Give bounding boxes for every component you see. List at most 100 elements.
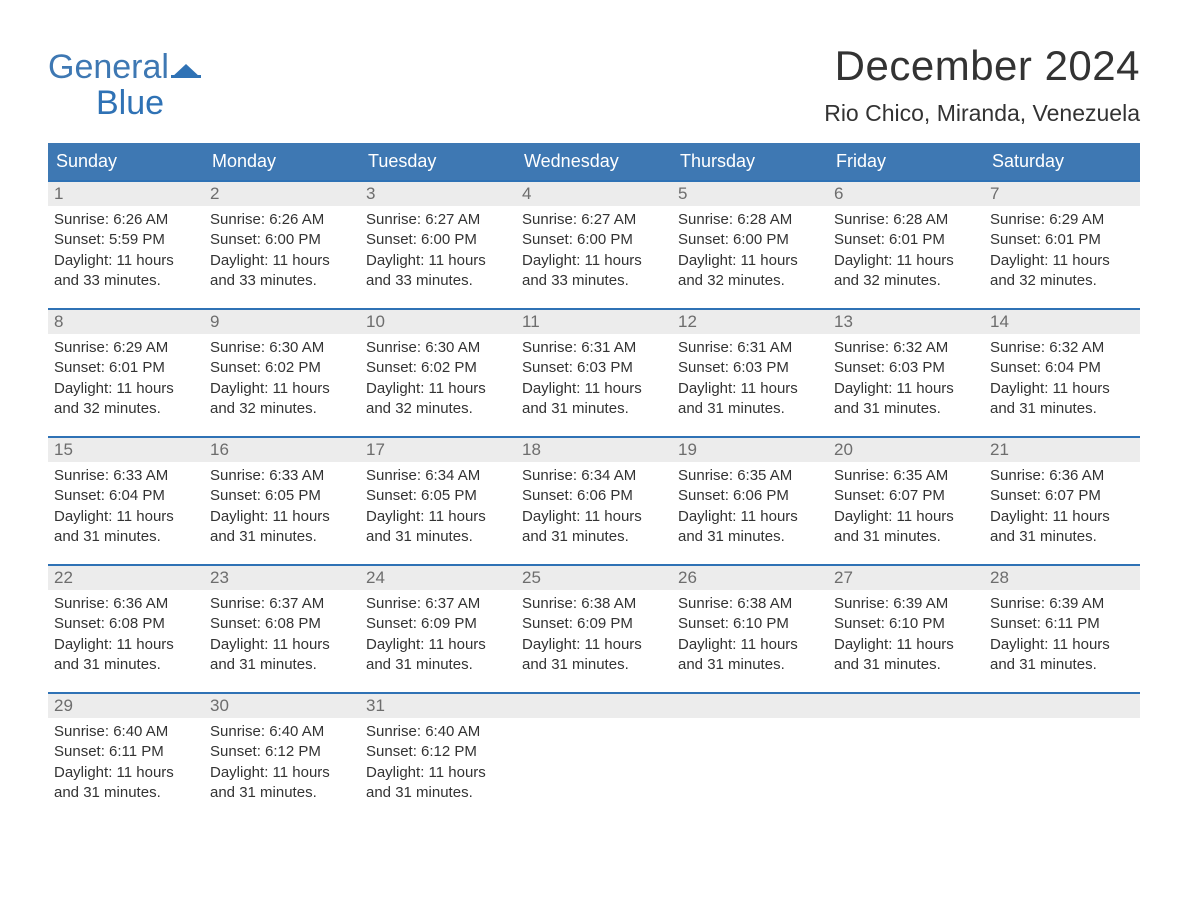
- weekday-header: Friday: [828, 143, 984, 180]
- daylight-text: Daylight: 11 hours and 33 minutes.: [522, 251, 666, 292]
- sunrise-text: Sunrise: 6:29 AM: [990, 210, 1134, 230]
- day-number: 26: [672, 566, 828, 590]
- calendar-day: 4Sunrise: 6:27 AMSunset: 6:00 PMDaylight…: [516, 180, 672, 308]
- day-number: 23: [204, 566, 360, 590]
- calendar-day: 28Sunrise: 6:39 AMSunset: 6:11 PMDayligh…: [984, 564, 1140, 692]
- day-body: Sunrise: 6:34 AMSunset: 6:06 PMDaylight:…: [516, 462, 672, 559]
- day-number: 16: [204, 438, 360, 462]
- daylight-text: Daylight: 11 hours and 33 minutes.: [54, 251, 198, 292]
- daylight-text: Daylight: 11 hours and 31 minutes.: [678, 635, 822, 676]
- daylight-text: Daylight: 11 hours and 32 minutes.: [366, 379, 510, 420]
- day-body: Sunrise: 6:37 AMSunset: 6:08 PMDaylight:…: [204, 590, 360, 687]
- day-number: 29: [48, 694, 204, 718]
- day-number-row: 11: [516, 308, 672, 334]
- calendar-day: 6Sunrise: 6:28 AMSunset: 6:01 PMDaylight…: [828, 180, 984, 308]
- calendar-day: 7Sunrise: 6:29 AMSunset: 6:01 PMDaylight…: [984, 180, 1140, 308]
- calendar-day: 14Sunrise: 6:32 AMSunset: 6:04 PMDayligh…: [984, 308, 1140, 436]
- sunset-text: Sunset: 6:00 PM: [678, 230, 822, 250]
- day-number-row: 31: [360, 692, 516, 718]
- calendar-week: 29Sunrise: 6:40 AMSunset: 6:11 PMDayligh…: [48, 692, 1140, 820]
- calendar-day: 5Sunrise: 6:28 AMSunset: 6:00 PMDaylight…: [672, 180, 828, 308]
- calendar-day: 29Sunrise: 6:40 AMSunset: 6:11 PMDayligh…: [48, 692, 204, 820]
- day-number-row: 18: [516, 436, 672, 462]
- day-number-row: 25: [516, 564, 672, 590]
- heading: December 2024 Rio Chico, Miranda, Venezu…: [824, 42, 1140, 127]
- calendar-day: 16Sunrise: 6:33 AMSunset: 6:05 PMDayligh…: [204, 436, 360, 564]
- logo-blue: Blue: [96, 84, 164, 122]
- day-number-row: 6: [828, 180, 984, 206]
- day-number-row: 20: [828, 436, 984, 462]
- day-body: Sunrise: 6:39 AMSunset: 6:10 PMDaylight:…: [828, 590, 984, 687]
- day-body: Sunrise: 6:30 AMSunset: 6:02 PMDaylight:…: [360, 334, 516, 431]
- calendar-day: 2Sunrise: 6:26 AMSunset: 6:00 PMDaylight…: [204, 180, 360, 308]
- day-number-row: 16: [204, 436, 360, 462]
- daylight-text: Daylight: 11 hours and 31 minutes.: [54, 635, 198, 676]
- day-number-row: 10: [360, 308, 516, 334]
- calendar-day: 1Sunrise: 6:26 AMSunset: 5:59 PMDaylight…: [48, 180, 204, 308]
- day-number: 21: [984, 438, 1140, 462]
- calendar-table: SundayMondayTuesdayWednesdayThursdayFrid…: [48, 143, 1140, 820]
- sunset-text: Sunset: 6:01 PM: [834, 230, 978, 250]
- calendar-day: 11Sunrise: 6:31 AMSunset: 6:03 PMDayligh…: [516, 308, 672, 436]
- daylight-text: Daylight: 11 hours and 31 minutes.: [678, 507, 822, 548]
- day-number: 24: [360, 566, 516, 590]
- sunrise-text: Sunrise: 6:36 AM: [54, 594, 198, 614]
- weekday-header: Thursday: [672, 143, 828, 180]
- day-body: Sunrise: 6:32 AMSunset: 6:03 PMDaylight:…: [828, 334, 984, 431]
- day-number-row: 28: [984, 564, 1140, 590]
- day-body: Sunrise: 6:28 AMSunset: 6:00 PMDaylight:…: [672, 206, 828, 303]
- day-body: Sunrise: 6:35 AMSunset: 6:07 PMDaylight:…: [828, 462, 984, 559]
- calendar-day: 3Sunrise: 6:27 AMSunset: 6:00 PMDaylight…: [360, 180, 516, 308]
- day-body: Sunrise: 6:29 AMSunset: 6:01 PMDaylight:…: [48, 334, 204, 431]
- day-number-row: 29: [48, 692, 204, 718]
- sunset-text: Sunset: 6:02 PM: [366, 358, 510, 378]
- day-number-row: 8: [48, 308, 204, 334]
- daylight-text: Daylight: 11 hours and 31 minutes.: [990, 507, 1134, 548]
- day-number: 27: [828, 566, 984, 590]
- sunset-text: Sunset: 6:06 PM: [522, 486, 666, 506]
- day-body: Sunrise: 6:31 AMSunset: 6:03 PMDaylight:…: [672, 334, 828, 431]
- calendar-day: 22Sunrise: 6:36 AMSunset: 6:08 PMDayligh…: [48, 564, 204, 692]
- sunrise-text: Sunrise: 6:30 AM: [366, 338, 510, 358]
- day-body: Sunrise: 6:30 AMSunset: 6:02 PMDaylight:…: [204, 334, 360, 431]
- day-number: 15: [48, 438, 204, 462]
- calendar-day: 19Sunrise: 6:35 AMSunset: 6:06 PMDayligh…: [672, 436, 828, 564]
- sunset-text: Sunset: 6:10 PM: [834, 614, 978, 634]
- sunrise-text: Sunrise: 6:39 AM: [990, 594, 1134, 614]
- sunrise-text: Sunrise: 6:40 AM: [54, 722, 198, 742]
- calendar-week: 8Sunrise: 6:29 AMSunset: 6:01 PMDaylight…: [48, 308, 1140, 436]
- sunrise-text: Sunrise: 6:30 AM: [210, 338, 354, 358]
- day-number: 13: [828, 310, 984, 334]
- day-body: Sunrise: 6:32 AMSunset: 6:04 PMDaylight:…: [984, 334, 1140, 431]
- calendar-day: 24Sunrise: 6:37 AMSunset: 6:09 PMDayligh…: [360, 564, 516, 692]
- daylight-text: Daylight: 11 hours and 31 minutes.: [990, 635, 1134, 676]
- day-number: 28: [984, 566, 1140, 590]
- day-body: Sunrise: 6:36 AMSunset: 6:08 PMDaylight:…: [48, 590, 204, 687]
- calendar-week: 22Sunrise: 6:36 AMSunset: 6:08 PMDayligh…: [48, 564, 1140, 692]
- calendar-day: 10Sunrise: 6:30 AMSunset: 6:02 PMDayligh…: [360, 308, 516, 436]
- sunrise-text: Sunrise: 6:38 AM: [522, 594, 666, 614]
- day-number: 25: [516, 566, 672, 590]
- day-number-row: 24: [360, 564, 516, 590]
- header: General Blue December 2024 Rio Chico, Mi…: [48, 42, 1140, 127]
- sunset-text: Sunset: 6:00 PM: [366, 230, 510, 250]
- sunset-text: Sunset: 6:00 PM: [522, 230, 666, 250]
- day-number: 6: [828, 182, 984, 206]
- day-body: Sunrise: 6:38 AMSunset: 6:10 PMDaylight:…: [672, 590, 828, 687]
- sunrise-text: Sunrise: 6:37 AM: [210, 594, 354, 614]
- sunrise-text: Sunrise: 6:27 AM: [522, 210, 666, 230]
- day-number: 9: [204, 310, 360, 334]
- calendar-day: 12Sunrise: 6:31 AMSunset: 6:03 PMDayligh…: [672, 308, 828, 436]
- sunset-text: Sunset: 6:04 PM: [990, 358, 1134, 378]
- sunset-text: Sunset: 6:02 PM: [210, 358, 354, 378]
- sunrise-text: Sunrise: 6:33 AM: [54, 466, 198, 486]
- calendar-page: General Blue December 2024 Rio Chico, Mi…: [0, 0, 1188, 862]
- day-number: 3: [360, 182, 516, 206]
- daylight-text: Daylight: 11 hours and 32 minutes.: [990, 251, 1134, 292]
- daylight-text: Daylight: 11 hours and 31 minutes.: [210, 635, 354, 676]
- calendar-week: 15Sunrise: 6:33 AMSunset: 6:04 PMDayligh…: [48, 436, 1140, 564]
- sunrise-text: Sunrise: 6:40 AM: [210, 722, 354, 742]
- day-body: Sunrise: 6:28 AMSunset: 6:01 PMDaylight:…: [828, 206, 984, 303]
- day-body: Sunrise: 6:29 AMSunset: 6:01 PMDaylight:…: [984, 206, 1140, 303]
- daylight-text: Daylight: 11 hours and 32 minutes.: [54, 379, 198, 420]
